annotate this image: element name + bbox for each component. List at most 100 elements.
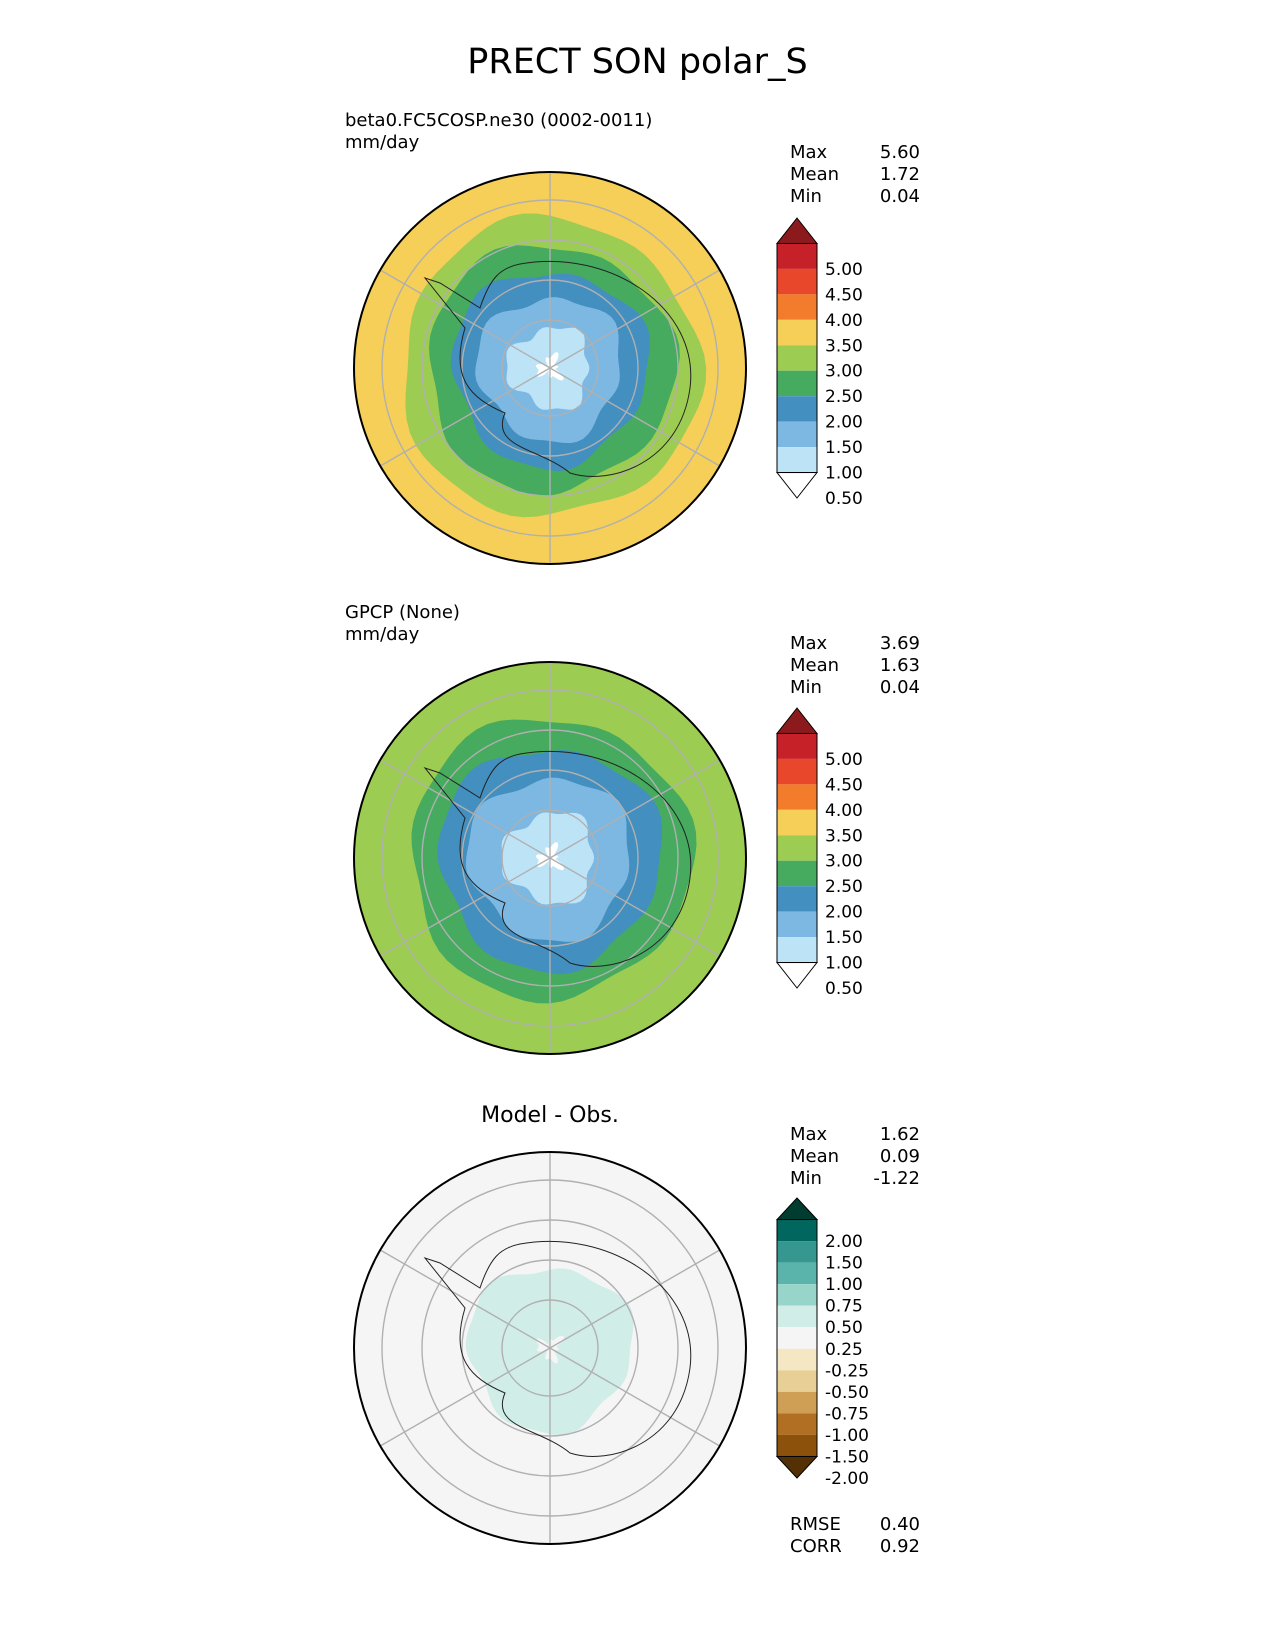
stat-value: 0.09 [879,1146,920,1167]
colorbar-tick-label: 0.75 [825,1297,863,1317]
stat-label: Min [790,1168,822,1189]
panel-1-label: beta0.FC5COSP.ne30 (0002-0011) [345,110,653,131]
stat-row: Max 1.62 [790,1124,920,1146]
map-boundary [353,661,747,1055]
colorbar-swatch [777,243,817,269]
colorbar-tick-label: 0.25 [825,1340,863,1360]
colorbar-tick-label: 3.50 [825,336,863,356]
colorbar-tick-label: 4.00 [825,311,863,331]
colorbar-swatch [777,1434,817,1457]
longitude-gridline [379,1347,551,1447]
figure-title: PRECT SON polar_S [467,42,808,82]
stat-row: Min 0.04 [790,186,920,208]
colorbar-swatch [777,886,817,912]
longitude-gridline [379,857,551,957]
colorbar-frame [776,1219,818,1457]
colorbar-swatch [777,809,817,836]
colorbar-tick-label: -0.25 [825,1361,869,1381]
panel-2-colorbar: 5.00 4.50 4.00 3.50 3.00 2.50 2.00 1.50 1.00 0.50 [775,707,863,999]
colorbar-tick-label: 1.50 [825,438,863,458]
panel-3-metrics: RMSE 0.40 CORR 0.92 [790,1514,920,1558]
stat-value: 0.04 [879,186,920,207]
stat-label: Mean [790,164,840,185]
colorbar-tick-label: 0.50 [825,489,863,509]
colorbar-tick-label: 5.00 [825,750,863,770]
panel-3-stats: Max 1.62 Mean 0.09 Min -1.22 [790,1124,920,1190]
stat-value: 0.04 [879,677,920,698]
longitude-gridline [549,1249,721,1349]
colorbar-swatch [777,835,817,861]
stat-row: Max 3.69 [790,633,920,655]
colorbar-tick-label: 4.50 [825,775,863,795]
stat-value: 1.62 [879,1124,920,1145]
colorbar-extend-max [775,707,819,734]
colorbar-tick-label: -1.00 [825,1426,869,1446]
stat-row: Mean 1.63 [790,655,920,677]
colorbar-extend-min [775,962,819,989]
colorbar-tick-label: 4.50 [825,285,863,305]
panel-3-colorbar: 2.001.501.000.750.500.25-0.25-0.50-0.75-… [775,1197,869,1489]
stat-label: Mean [790,1146,840,1167]
longitude-gridline [549,857,721,957]
colorbar-tick-label: 3.00 [825,852,863,872]
stat-row: Min 0.04 [790,677,920,699]
colorbar-swatch [777,733,817,759]
colorbar-extend-max [775,217,819,244]
stat-label: Min [790,677,822,698]
stat-label: Max [790,142,828,163]
colorbar-tick-label: 1.00 [825,1275,863,1295]
stat-value: -1.22 [873,1168,920,1189]
colorbar-tick-label: 3.00 [825,362,863,382]
colorbar-tick-label: 5.00 [825,260,863,280]
colorbar-swatch [777,1284,817,1306]
longitude-gridline [379,367,551,467]
colorbar-extend-min [775,1455,819,1479]
colorbar-swatch [777,1241,817,1263]
colorbar-swatch [777,447,817,473]
colorbar-swatch [777,1370,817,1392]
longitude-gridline [549,367,721,467]
colorbar-swatch [777,294,817,320]
panel-1-header: beta0.FC5COSP.ne30 (0002-0011) mm/day [345,110,652,154]
colorbar-tick-label: 2.50 [825,877,863,897]
antarctica-coastline [423,260,692,477]
map-boundary [353,1151,747,1545]
panel-1-polar-map [353,171,747,565]
colorbar-tick-label: 3.50 [825,826,863,846]
colorbar-swatch [777,1262,817,1285]
metric-label: RMSE [790,1514,841,1535]
stat-value: 5.60 [879,142,920,163]
metric-label: CORR [790,1536,842,1557]
colorbar-tick-label: 1.00 [825,954,863,974]
colorbar-swatch [777,319,817,346]
colorbar-swatch [777,1305,817,1328]
colorbar-tick-label: 1.50 [825,928,863,948]
colorbar-tick-label: 2.00 [825,413,863,433]
longitude-gridline [549,269,721,369]
longitude-gridline [379,759,551,859]
colorbar-tick-label: -1.50 [825,1447,869,1467]
colorbar-swatch [777,1391,817,1414]
panel-2-header: GPCP (None) mm/day [345,602,460,646]
colorbar-swatch [777,758,817,785]
metric-row: RMSE 0.40 [790,1514,920,1536]
panel-1-stats: Max 5.60 Mean 1.72 Min 0.04 [790,142,920,208]
colorbar-tick-label: -2.00 [825,1469,869,1489]
colorbar-swatch [777,396,817,422]
colorbar-tick-label: 0.50 [825,1318,863,1338]
stat-label: Mean [790,655,840,676]
stat-label: Max [790,1124,828,1145]
map-boundary [353,171,747,565]
panel-2-stats: Max 3.69 Mean 1.63 Min 0.04 [790,633,920,699]
stat-row: Mean 0.09 [790,1146,920,1168]
longitude-gridline [379,269,551,369]
colorbar-swatch [777,1219,817,1242]
antarctica-coastline [423,1240,692,1457]
colorbar-swatch [777,345,817,371]
colorbar-swatch [777,860,817,887]
antarctica-coastline [423,750,692,967]
colorbar-swatch [777,370,817,397]
stat-row: Mean 1.72 [790,164,920,186]
longitude-gridline [549,759,721,859]
stat-row: Max 5.60 [790,142,920,164]
